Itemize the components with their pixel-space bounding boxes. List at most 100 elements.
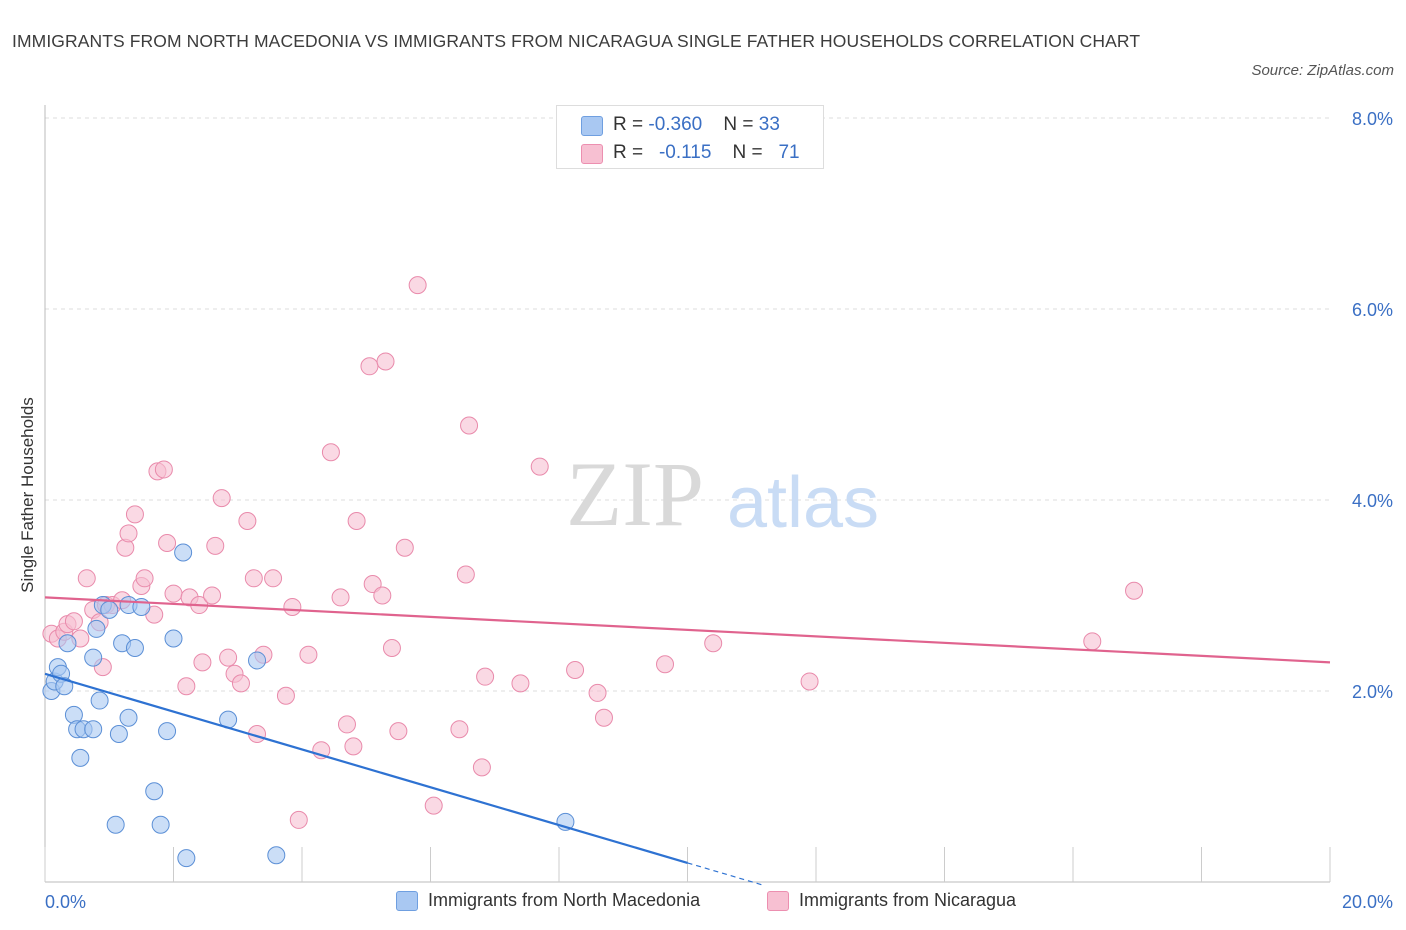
point-nicaragua xyxy=(283,597,302,616)
watermark-main: ZIP xyxy=(566,443,704,545)
point-nicaragua xyxy=(119,524,138,543)
series-swatch-macedonia xyxy=(396,891,418,911)
point-macedonia xyxy=(267,846,286,865)
point-nicaragua xyxy=(389,722,408,741)
point-macedonia xyxy=(55,677,74,696)
point-macedonia xyxy=(106,815,125,834)
y-tick-label: 2.0% xyxy=(1352,682,1393,702)
point-macedonia xyxy=(164,629,183,648)
point-macedonia xyxy=(87,619,106,638)
point-macedonia xyxy=(151,815,170,834)
point-nicaragua xyxy=(566,660,585,679)
n-value-macedonia: 33 xyxy=(758,114,780,135)
point-nicaragua xyxy=(460,416,479,435)
point-macedonia xyxy=(84,648,103,667)
point-nicaragua xyxy=(704,634,723,653)
point-nicaragua xyxy=(219,648,238,667)
point-nicaragua xyxy=(476,667,495,686)
watermark: ZIP atlas xyxy=(566,443,879,545)
point-nicaragua xyxy=(299,645,318,664)
point-nicaragua xyxy=(424,796,443,815)
point-nicaragua xyxy=(125,505,144,524)
series-label-nicaragua: Immigrants from Nicaragua xyxy=(799,890,1017,910)
point-nicaragua xyxy=(376,352,395,371)
point-macedonia xyxy=(109,724,128,743)
point-macedonia xyxy=(84,720,103,739)
watermark-sub: atlas xyxy=(727,463,879,543)
legend-swatch-macedonia xyxy=(581,116,603,136)
point-macedonia xyxy=(90,691,109,710)
point-macedonia xyxy=(174,543,193,562)
point-nicaragua xyxy=(511,674,530,693)
point-nicaragua xyxy=(264,569,283,588)
point-nicaragua xyxy=(456,565,475,584)
point-nicaragua xyxy=(450,720,469,739)
point-nicaragua xyxy=(77,569,96,588)
point-nicaragua xyxy=(289,810,308,829)
point-macedonia xyxy=(177,849,196,868)
point-nicaragua xyxy=(395,538,414,557)
axes xyxy=(44,105,1331,883)
point-nicaragua xyxy=(800,672,819,691)
trend-lines xyxy=(44,596,1331,887)
point-macedonia xyxy=(100,600,119,619)
point-nicaragua xyxy=(382,639,401,658)
point-macedonia xyxy=(71,748,90,767)
legend-swatch-nicaragua xyxy=(581,144,603,164)
point-nicaragua xyxy=(530,457,549,476)
trend-line-nicaragua xyxy=(44,596,1331,664)
correlation-legend: R = -0.360 N = 33 R = -0.115 N = 71 xyxy=(556,105,824,169)
source-label: Source: ZipAtlas.com xyxy=(1251,62,1394,79)
point-nicaragua xyxy=(347,512,366,531)
y-tick-label: 4.0% xyxy=(1352,491,1393,511)
trend-line-macedonia xyxy=(44,672,688,864)
point-nicaragua xyxy=(158,533,177,552)
point-nicaragua xyxy=(373,586,392,605)
point-nicaragua xyxy=(360,357,379,376)
r-value-nicaragua: -0.115 xyxy=(658,142,712,163)
point-nicaragua xyxy=(594,708,613,727)
point-nicaragua xyxy=(276,686,295,705)
point-nicaragua xyxy=(135,569,154,588)
point-nicaragua xyxy=(337,715,356,734)
point-nicaragua xyxy=(1125,581,1144,600)
point-nicaragua xyxy=(472,758,491,777)
point-nicaragua xyxy=(164,584,183,603)
point-nicaragua xyxy=(331,588,350,607)
point-nicaragua xyxy=(321,443,340,462)
point-nicaragua xyxy=(244,569,263,588)
r-value-macedonia: -0.360 xyxy=(648,114,703,135)
series-label-macedonia: Immigrants from North Macedonia xyxy=(428,890,701,910)
point-nicaragua xyxy=(363,575,382,594)
point-nicaragua xyxy=(193,653,212,672)
data-points xyxy=(42,276,1144,868)
chart-title: IMMIGRANTS FROM NORTH MACEDONIA VS IMMIG… xyxy=(12,31,1141,51)
n-value-nicaragua: 71 xyxy=(778,142,800,163)
y-tick-label: 6.0% xyxy=(1352,300,1393,320)
point-nicaragua xyxy=(656,655,675,674)
point-macedonia xyxy=(145,782,164,801)
point-nicaragua xyxy=(154,460,173,479)
point-macedonia xyxy=(158,722,177,741)
point-nicaragua xyxy=(203,586,222,605)
point-macedonia xyxy=(119,708,138,727)
x-tick-label: 20.0% xyxy=(1342,892,1393,912)
x-tick-label: 0.0% xyxy=(45,892,86,912)
point-nicaragua xyxy=(408,276,427,295)
series-swatch-nicaragua xyxy=(767,891,789,911)
y-tick-label: 8.0% xyxy=(1352,109,1393,129)
point-nicaragua xyxy=(177,677,196,696)
point-nicaragua xyxy=(206,536,225,555)
point-macedonia xyxy=(248,651,267,670)
point-nicaragua xyxy=(64,612,83,631)
point-macedonia xyxy=(125,639,144,658)
tick-labels: 2.0% 4.0% 6.0% 8.0% 0.0% 20.0% xyxy=(45,109,1393,912)
point-nicaragua xyxy=(1083,632,1102,651)
gridlines xyxy=(45,117,1330,692)
point-nicaragua xyxy=(212,489,231,508)
trend-line-macedonia-extension xyxy=(687,862,765,887)
point-nicaragua xyxy=(238,512,257,531)
point-nicaragua xyxy=(588,683,607,702)
point-macedonia xyxy=(58,634,77,653)
